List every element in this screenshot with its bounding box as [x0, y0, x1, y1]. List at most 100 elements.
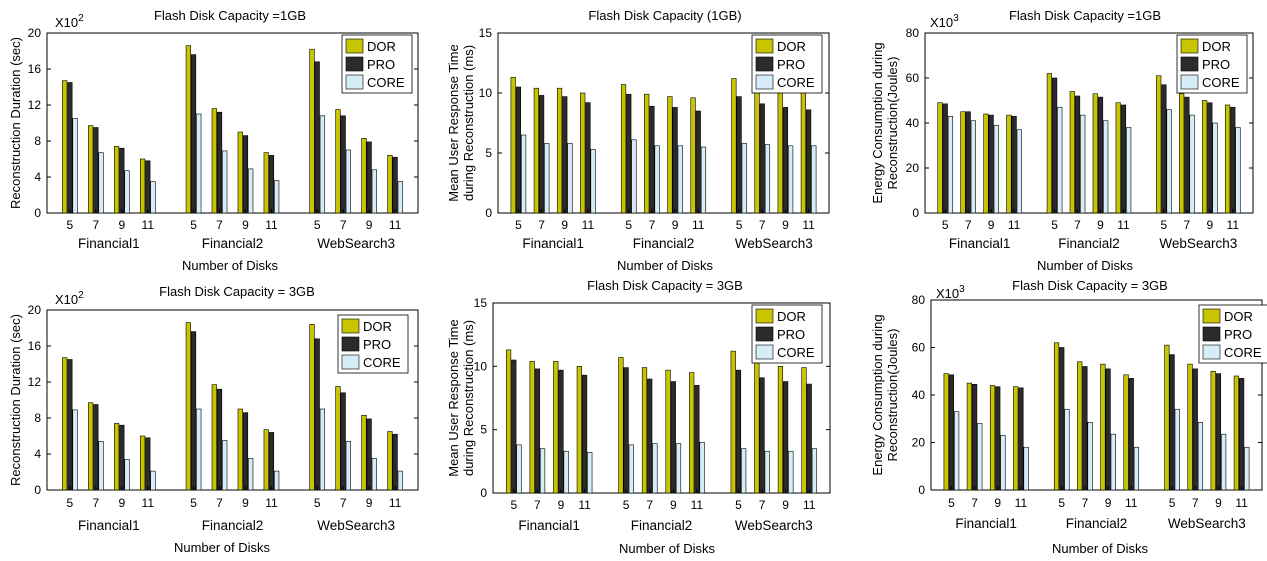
legend: DOR PRO CORE [752, 305, 822, 363]
multiplier-exponent: 2 [78, 290, 84, 301]
bar-core [99, 441, 104, 490]
x-tick-label: 11 [1015, 496, 1028, 510]
bar-core [629, 445, 634, 493]
bar-dor [1234, 376, 1239, 490]
y-tick-label: 80 [906, 26, 920, 40]
x-tick-label: 7 [538, 218, 545, 232]
bar-dor [778, 366, 783, 493]
bar-core [587, 452, 592, 493]
x-tick-label: 5 [314, 496, 321, 510]
x-axis-label: Number of Disks [182, 258, 279, 273]
bar-pro [511, 360, 516, 493]
x-tick-label: 7 [971, 496, 978, 510]
legend-swatch-pro [1181, 57, 1198, 71]
x-tick-label: 7 [216, 218, 223, 232]
multiplier-exponent: 2 [78, 13, 84, 24]
y-axis-label: Reconstruction Duration (sec) [8, 314, 23, 486]
bar-core [701, 147, 706, 213]
bar-core [653, 444, 658, 493]
bar-core [274, 471, 279, 490]
y-tick-label: 40 [906, 116, 920, 130]
bar-dor [62, 358, 67, 490]
y-tick-label: 8 [34, 134, 41, 148]
x-tick-label: 7 [93, 496, 100, 510]
x-axis-label: Number of Disks [1037, 258, 1134, 273]
x-tick-label: 9 [672, 218, 679, 232]
x-tick-label: 5 [1051, 218, 1058, 232]
group-label: WebSearch3 [735, 518, 813, 533]
bar-core [248, 169, 253, 213]
x-tick-label: 7 [340, 496, 347, 510]
y-tick-label: 60 [906, 71, 920, 85]
x-tick-label: 11 [578, 498, 591, 512]
legend-label-dor: DOR [367, 39, 396, 54]
x-axis-label: Number of Disks [617, 258, 714, 273]
legend-swatch-core [1181, 75, 1198, 89]
bar-dor [530, 361, 535, 493]
bar-core [1221, 434, 1226, 490]
group-label: Financial1 [949, 236, 1011, 251]
y-axis-label: during Reconstruction (ms) [461, 320, 476, 476]
bar-pro [94, 128, 99, 214]
bar-pro [1208, 103, 1213, 213]
bar-core [564, 451, 569, 493]
chart-title: Flash Disk Capacity = 3GB [587, 278, 743, 293]
x-tick-label: 11 [142, 218, 155, 232]
y-tick-label: 0 [918, 483, 925, 497]
bar-dor [1047, 74, 1052, 214]
bar-dor [336, 387, 341, 491]
bar-core [222, 151, 227, 213]
x-tick-label: 11 [265, 496, 278, 510]
x-tick-label: 5 [735, 498, 742, 512]
y-tick-label: 20 [28, 26, 42, 40]
bar-dor [310, 49, 315, 213]
bar-dor [238, 132, 243, 213]
y-axis-label: Mean User Response Time [446, 44, 461, 202]
x-tick-label: 9 [670, 498, 677, 512]
bar-core [765, 145, 770, 213]
x-tick-label: 9 [988, 218, 995, 232]
bar-dor [557, 88, 562, 213]
legend-swatch-dor [756, 39, 773, 53]
bar-pro [1170, 355, 1175, 490]
bar-dor [388, 432, 393, 491]
x-tick-label: 9 [366, 218, 373, 232]
bar-dor [967, 383, 972, 490]
group-label: WebSearch3 [1168, 516, 1246, 531]
x-tick-label: 11 [1235, 496, 1248, 510]
bar-dor [644, 94, 649, 213]
bar-core [540, 449, 545, 493]
bar-dor [801, 93, 806, 213]
chart-panel: Flash Disk Capacity = 3GB051015Mean User… [446, 278, 830, 556]
bar-dor [140, 436, 145, 490]
legend-swatch-pro [756, 327, 773, 341]
bar-dor [1013, 387, 1018, 490]
chart-title: Flash Disk Capacity = 3GB [159, 284, 315, 299]
y-tick-label: 10 [479, 86, 493, 100]
x-tick-label: 11 [265, 218, 278, 232]
bar-pro [94, 405, 99, 491]
bar-pro [1216, 374, 1221, 490]
bar-dor [755, 89, 760, 213]
bar-pro [393, 434, 398, 490]
bar-pro [673, 107, 678, 213]
bar-pro [120, 148, 125, 213]
bar-pro [191, 332, 196, 490]
x-tick-label: 5 [942, 218, 949, 232]
x-tick-label: 11 [1117, 218, 1130, 232]
bar-dor [62, 81, 67, 213]
x-tick-label: 5 [623, 498, 630, 512]
bar-pro [989, 115, 994, 213]
bar-dor [580, 93, 585, 213]
y-tick-label: 0 [34, 206, 41, 220]
bar-dor [1165, 345, 1170, 490]
bar-dor [534, 88, 539, 213]
y-axis-label: Energy Consumption during [870, 314, 885, 475]
bar-pro [243, 136, 248, 213]
y-tick-label: 16 [28, 62, 42, 76]
x-tick-label: 9 [366, 496, 373, 510]
legend-swatch-dor [1203, 309, 1220, 323]
legend-swatch-dor [346, 39, 363, 53]
group-label: Financial1 [955, 516, 1017, 531]
bar-pro [966, 112, 971, 213]
